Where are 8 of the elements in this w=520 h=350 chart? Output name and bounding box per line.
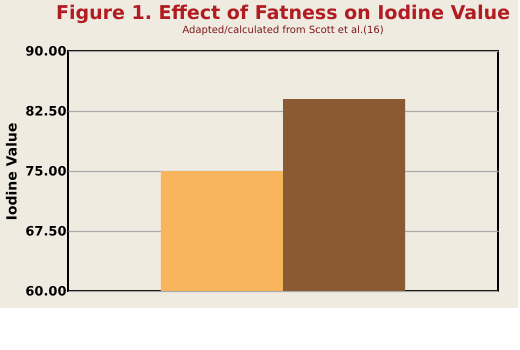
y-tick-label: 67.50 [25,224,66,240]
chart-title: Figure 1. Effect of Fatness on Iodine Value [56,2,510,24]
y-axis-title: Iodine Value [4,122,20,220]
y-tick-label: 82.50 [25,104,66,120]
y-tick-label: 90.00 [25,44,66,60]
chart-subtitle: Adapted/calculated from Scott et al.(16) [182,25,384,36]
y-tick-label: 60.00 [25,284,66,300]
y-tick-label: 75.00 [25,164,66,180]
